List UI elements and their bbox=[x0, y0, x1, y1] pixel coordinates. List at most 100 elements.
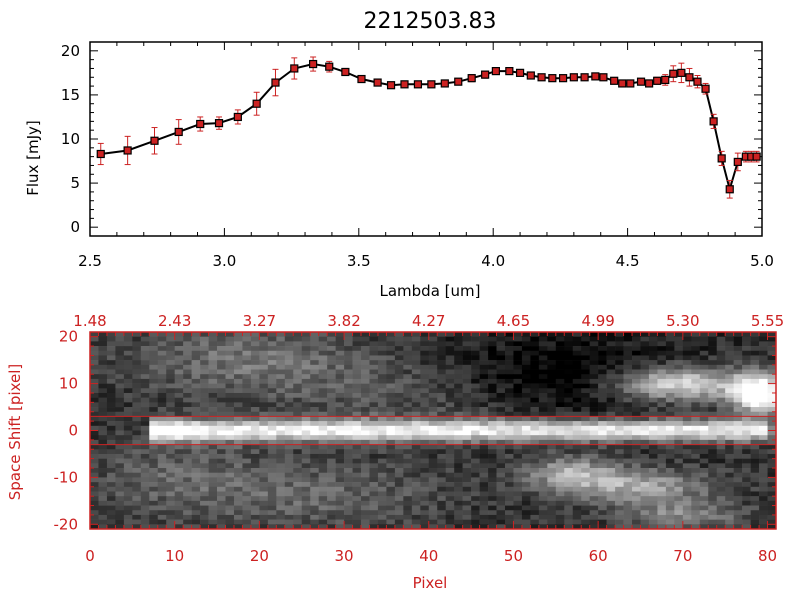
image-pixel bbox=[513, 468, 523, 474]
image-pixel bbox=[488, 477, 497, 483]
image-pixel bbox=[200, 421, 209, 427]
image-pixel bbox=[767, 407, 777, 413]
image-pixel bbox=[445, 350, 455, 356]
image-pixel bbox=[589, 496, 599, 502]
image-pixel bbox=[555, 477, 565, 483]
image-pixel bbox=[589, 364, 599, 370]
image-pixel bbox=[581, 360, 590, 366]
image-pixel bbox=[682, 350, 692, 356]
image-pixel bbox=[708, 496, 718, 502]
y-tick-label: 5 bbox=[70, 174, 80, 192]
image-pixel bbox=[767, 500, 777, 506]
image-pixel bbox=[200, 350, 209, 356]
image-pixel bbox=[632, 350, 641, 356]
image-pixel bbox=[530, 491, 540, 497]
image-pixel bbox=[200, 435, 209, 441]
image-pixel bbox=[386, 444, 396, 450]
image-pixel bbox=[471, 355, 480, 361]
image-pixel bbox=[420, 486, 430, 492]
image-pixel bbox=[335, 486, 345, 492]
image-pixel bbox=[352, 435, 362, 441]
image-pixel bbox=[233, 519, 243, 525]
image-pixel bbox=[504, 500, 514, 506]
image-pixel bbox=[327, 477, 336, 483]
image-pixel bbox=[123, 439, 133, 445]
image-pixel bbox=[538, 425, 548, 431]
image-pixel bbox=[454, 360, 463, 366]
image-pixel bbox=[623, 505, 633, 511]
image-pixel bbox=[733, 336, 743, 342]
image-pixel bbox=[361, 378, 370, 384]
image-pixel bbox=[344, 421, 353, 427]
image-pixel bbox=[640, 435, 650, 441]
image-pixel bbox=[301, 397, 311, 403]
image-pixel bbox=[377, 435, 387, 441]
image-pixel bbox=[327, 458, 336, 464]
image-pixel bbox=[200, 486, 209, 492]
image-pixel bbox=[420, 336, 430, 342]
image-pixel bbox=[106, 435, 116, 441]
image-pixel bbox=[615, 369, 624, 375]
image-pixel bbox=[615, 355, 624, 361]
image-pixel bbox=[648, 510, 658, 516]
image-pixel bbox=[217, 392, 226, 398]
image-pixel bbox=[488, 514, 497, 520]
image-pixel bbox=[572, 421, 582, 427]
image-pixel bbox=[572, 472, 582, 478]
image-pixel bbox=[352, 374, 362, 380]
image-pixel bbox=[606, 346, 616, 352]
image-pixel bbox=[513, 416, 523, 422]
image-pixel bbox=[496, 482, 506, 488]
image-pixel bbox=[479, 360, 489, 366]
image-pixel bbox=[90, 374, 99, 380]
image-pixel bbox=[166, 364, 175, 370]
image-pixel bbox=[183, 388, 192, 394]
image-pixel bbox=[132, 449, 142, 455]
image-pixel bbox=[166, 449, 175, 455]
image-pixel bbox=[293, 383, 303, 389]
image-pixel bbox=[479, 486, 489, 492]
image-pixel bbox=[657, 486, 667, 492]
image-pixel bbox=[123, 491, 133, 497]
spectrum-image-panel: 01.48102.43203.27303.82404.27504.65604.9… bbox=[54, 312, 785, 565]
image-x-tick-label: 20 bbox=[250, 547, 269, 565]
image-pixel bbox=[98, 407, 108, 413]
image-pixel bbox=[411, 402, 421, 408]
image-pixel bbox=[98, 397, 108, 403]
image-pixel bbox=[488, 355, 497, 361]
image-pixel bbox=[140, 477, 150, 483]
image-pixel bbox=[615, 491, 624, 497]
image-pixel bbox=[284, 397, 294, 403]
image-pixel bbox=[420, 496, 430, 502]
image-pixel bbox=[403, 435, 413, 441]
image-pixel bbox=[361, 332, 370, 337]
image-pixel bbox=[318, 378, 328, 384]
image-pixel bbox=[394, 458, 404, 464]
image-pixel bbox=[598, 383, 607, 389]
image-pixel bbox=[648, 397, 658, 403]
image-pixel bbox=[437, 482, 446, 488]
image-pixel bbox=[344, 332, 353, 337]
image-pixel bbox=[115, 519, 125, 525]
image-pixel bbox=[538, 444, 548, 450]
image-pixel bbox=[750, 435, 760, 441]
image-pixel bbox=[733, 519, 743, 525]
image-pixel bbox=[352, 383, 362, 389]
image-pixel bbox=[250, 430, 260, 436]
image-pixel bbox=[276, 444, 286, 450]
image-pixel bbox=[538, 435, 548, 441]
image-pixel bbox=[106, 477, 116, 483]
image-pixel bbox=[750, 463, 760, 469]
image-pixel bbox=[90, 360, 99, 366]
image-pixel bbox=[513, 336, 523, 342]
image-pixel bbox=[750, 491, 760, 497]
image-pixel bbox=[615, 332, 624, 337]
image-pixel bbox=[233, 350, 243, 356]
image-pixel bbox=[191, 388, 201, 394]
image-pixel bbox=[140, 482, 150, 488]
image-pixel bbox=[90, 350, 99, 356]
image-pixel bbox=[521, 477, 531, 483]
image-pixel bbox=[386, 364, 396, 370]
image-pixel bbox=[589, 355, 599, 361]
image-pixel bbox=[640, 477, 650, 483]
